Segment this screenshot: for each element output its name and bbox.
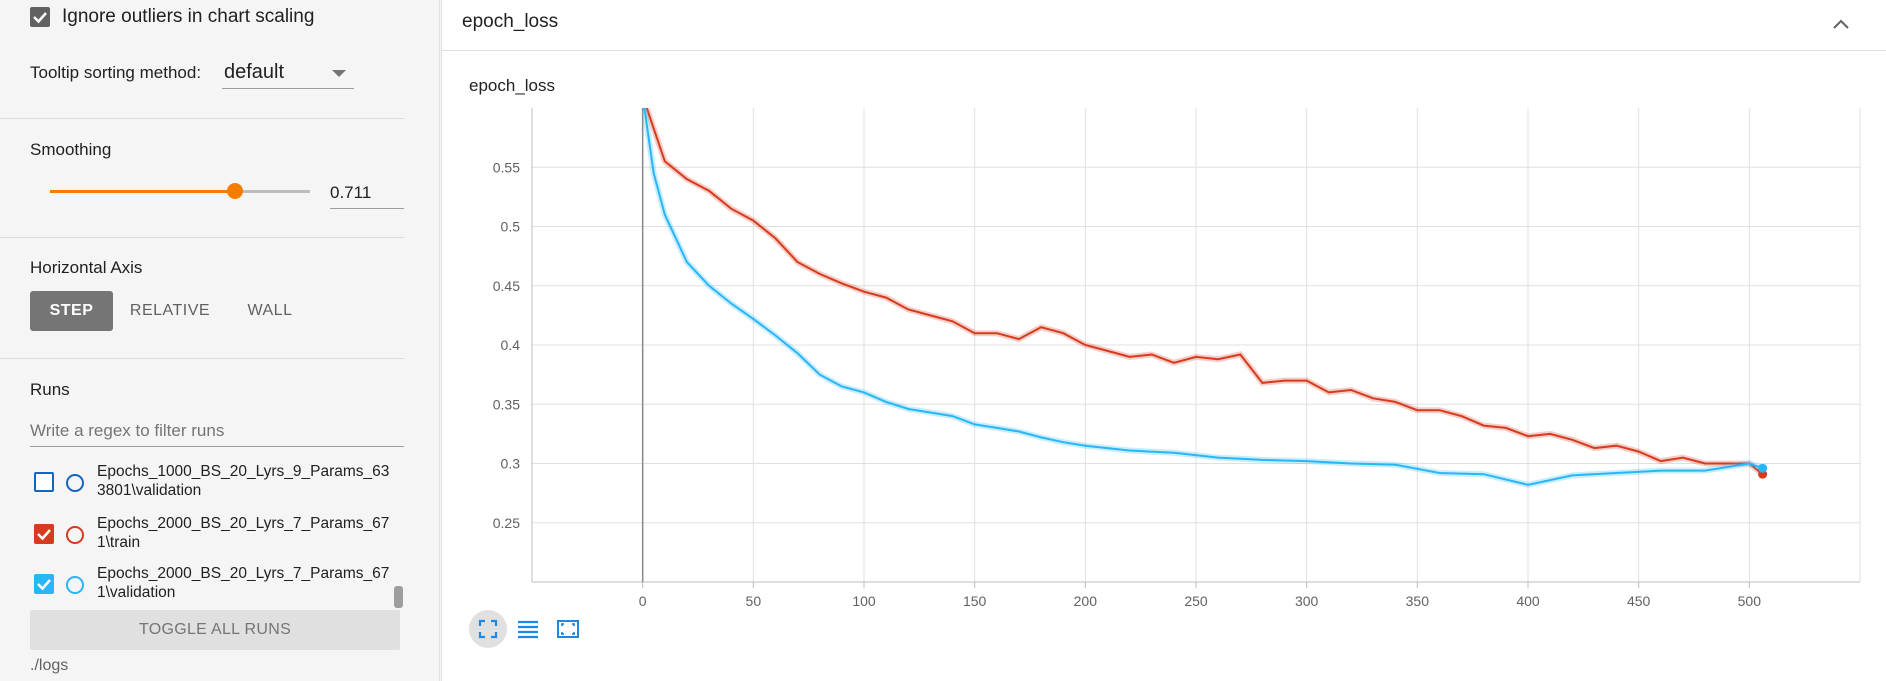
x-tick-label: 150	[963, 593, 987, 609]
run-name: Epochs_1000_BS_20_Lyrs_9_Params_633801\v…	[97, 463, 390, 499]
log-directory: ./logs	[30, 657, 69, 674]
fit-domain-button[interactable]	[469, 610, 507, 648]
zoom-reset-icon	[557, 620, 579, 638]
chart-grid	[531, 108, 1861, 582]
y-tick-label: 0.35	[493, 396, 520, 412]
x-tick-label: 50	[746, 593, 762, 609]
run-color-circle-icon	[66, 526, 84, 544]
tooltip-sorting-label: Tooltip sorting method:	[30, 63, 202, 82]
smoothing-label: Smoothing	[30, 140, 112, 159]
smoothing-slider[interactable]	[50, 183, 310, 199]
runs-scrollbar[interactable]	[394, 586, 403, 608]
x-tick-label: 400	[1516, 593, 1540, 609]
horizontal-axis-label: Horizontal Axis	[30, 258, 143, 277]
smoothing-value: 0.711	[330, 183, 372, 202]
x-tick-label: 200	[1074, 593, 1098, 609]
axis-relative-button[interactable]: RELATIVE	[129, 302, 211, 319]
run-checkbox[interactable]	[34, 472, 54, 492]
chart-series	[641, 108, 1768, 488]
smoothing-slider-thumb[interactable]	[226, 183, 243, 199]
run-item[interactable]: Epochs_1000_BS_20_Lyrs_9_Params_633801\v…	[34, 462, 404, 506]
series-line-0	[645, 108, 1764, 475]
series-raw-1	[641, 108, 1764, 488]
runs-filter-input[interactable]: Write a regex to filter runs	[30, 416, 404, 447]
ignore-outliers-label: Ignore outliers in chart scaling	[62, 6, 315, 27]
x-tick-label: 500	[1738, 593, 1762, 609]
y-tick-label: 0.45	[493, 278, 520, 294]
toggle-log-icon	[518, 620, 538, 639]
tooltip-sorting-value: default	[224, 61, 285, 83]
chart-options-section: Ignore outliers in chart scaling Tooltip…	[0, 0, 404, 119]
series-raw-0	[643, 108, 1765, 477]
checkmark-icon	[37, 579, 51, 591]
series-end-marker	[1758, 463, 1768, 473]
x-tick-label: 450	[1627, 593, 1651, 609]
y-tick-label: 0.5	[501, 219, 521, 235]
checkmark-icon	[37, 529, 51, 541]
horizontal-axis-section	[0, 237, 404, 359]
zoom-reset-button[interactable]	[549, 610, 587, 648]
run-checkbox[interactable]	[34, 574, 54, 594]
x-tick-label: 100	[852, 593, 876, 609]
y-tick-label: 0.25	[493, 515, 520, 531]
smoothing-slider-fill	[50, 190, 235, 193]
runs-label: Runs	[30, 380, 70, 399]
toggle-all-runs-button[interactable]: TOGGLE ALL RUNS	[30, 610, 400, 650]
chart-title: epoch_loss	[469, 76, 556, 95]
dropdown-caret-icon	[332, 70, 346, 77]
axis-step-button[interactable]: STEP	[30, 291, 113, 331]
fit-domain-icon	[478, 619, 498, 639]
checkmark-icon	[33, 12, 47, 24]
y-tick-label: 0.55	[493, 159, 520, 175]
series-line-1	[643, 108, 1763, 486]
ignore-outliers-checkbox[interactable]	[30, 7, 50, 27]
sidebar: Ignore outliers in chart scaling Tooltip…	[0, 0, 440, 681]
run-item[interactable]: Epochs_2000_BS_20_Lyrs_7_Params_671\vali…	[34, 564, 404, 608]
chart-axes: 0.25 0.3 0.35 0.4 0.45 0.5 0.55 0 50 100 150 200 250…	[493, 108, 1860, 609]
run-color-circle-icon	[66, 576, 84, 594]
chevron-up-icon[interactable]	[1831, 14, 1851, 34]
run-name: Epochs_2000_BS_20_Lyrs_7_Params_671\vali…	[97, 565, 390, 601]
run-name: Epochs_2000_BS_20_Lyrs_7_Params_671\trai…	[97, 515, 390, 551]
y-tick-label: 0.3	[501, 456, 521, 472]
x-tick-label: 0	[639, 593, 647, 609]
toggle-log-scale-button[interactable]	[509, 610, 547, 648]
run-item[interactable]: Epochs_2000_BS_20_Lyrs_7_Params_671\trai…	[34, 514, 404, 558]
card-header[interactable]: epoch_loss	[442, 0, 1886, 51]
runs-filter-placeholder: Write a regex to filter runs	[30, 421, 225, 440]
y-tick-label: 0.4	[501, 337, 521, 353]
x-tick-label: 250	[1184, 593, 1208, 609]
axis-wall-button[interactable]: WALL	[247, 302, 293, 319]
x-tick-label: 300	[1295, 593, 1319, 609]
card-header-title: epoch_loss	[462, 11, 559, 32]
scalar-card: epoch_loss epoch_loss 0.25 0.3 0.35 0.4 0.45…	[441, 0, 1886, 681]
x-tick-label: 350	[1406, 593, 1430, 609]
run-checkbox[interactable]	[34, 524, 54, 544]
run-color-circle-icon	[66, 474, 84, 492]
line-chart[interactable]: 0.25 0.3 0.35 0.4 0.45 0.5 0.55 0 50 100 150 200 250…	[442, 0, 1886, 681]
tooltip-sorting-select[interactable]: default	[222, 58, 354, 89]
smoothing-input[interactable]: 0.711	[330, 178, 404, 209]
